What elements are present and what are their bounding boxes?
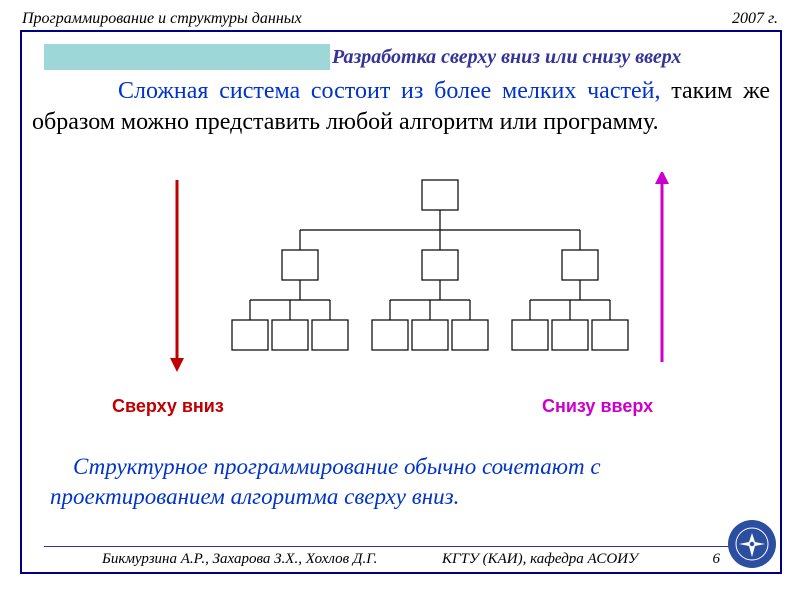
label-top-down: Сверху вниз xyxy=(112,396,224,417)
tree-diagram xyxy=(142,172,682,392)
footer-org: КГТУ (КАИ), кафедра АСОИУ xyxy=(442,551,638,568)
label-bottom-up: Снизу вверх xyxy=(542,396,653,417)
title-band xyxy=(44,44,330,70)
footer-authors: Бикмурзина А.Р., Захарова З.Х., Хохлов Д… xyxy=(102,551,377,568)
header-course: Программирование и структуры данных xyxy=(22,10,302,28)
paragraph-highlight: Сложная система состоит из более мелких … xyxy=(118,78,661,104)
footer-rule xyxy=(44,546,760,547)
slide-frame: Разработка сверху вниз или снизу вверх С… xyxy=(20,30,782,574)
footer-page-number: 6 xyxy=(713,551,721,568)
conclusion: Структурное программирование обычно соче… xyxy=(50,452,760,512)
slide-title: Разработка сверху вниз или снизу вверх xyxy=(332,46,681,69)
paragraph: Сложная система состоит из более мелких … xyxy=(32,76,770,138)
logo-icon xyxy=(728,520,776,568)
header-year: 2007 г. xyxy=(732,10,778,28)
